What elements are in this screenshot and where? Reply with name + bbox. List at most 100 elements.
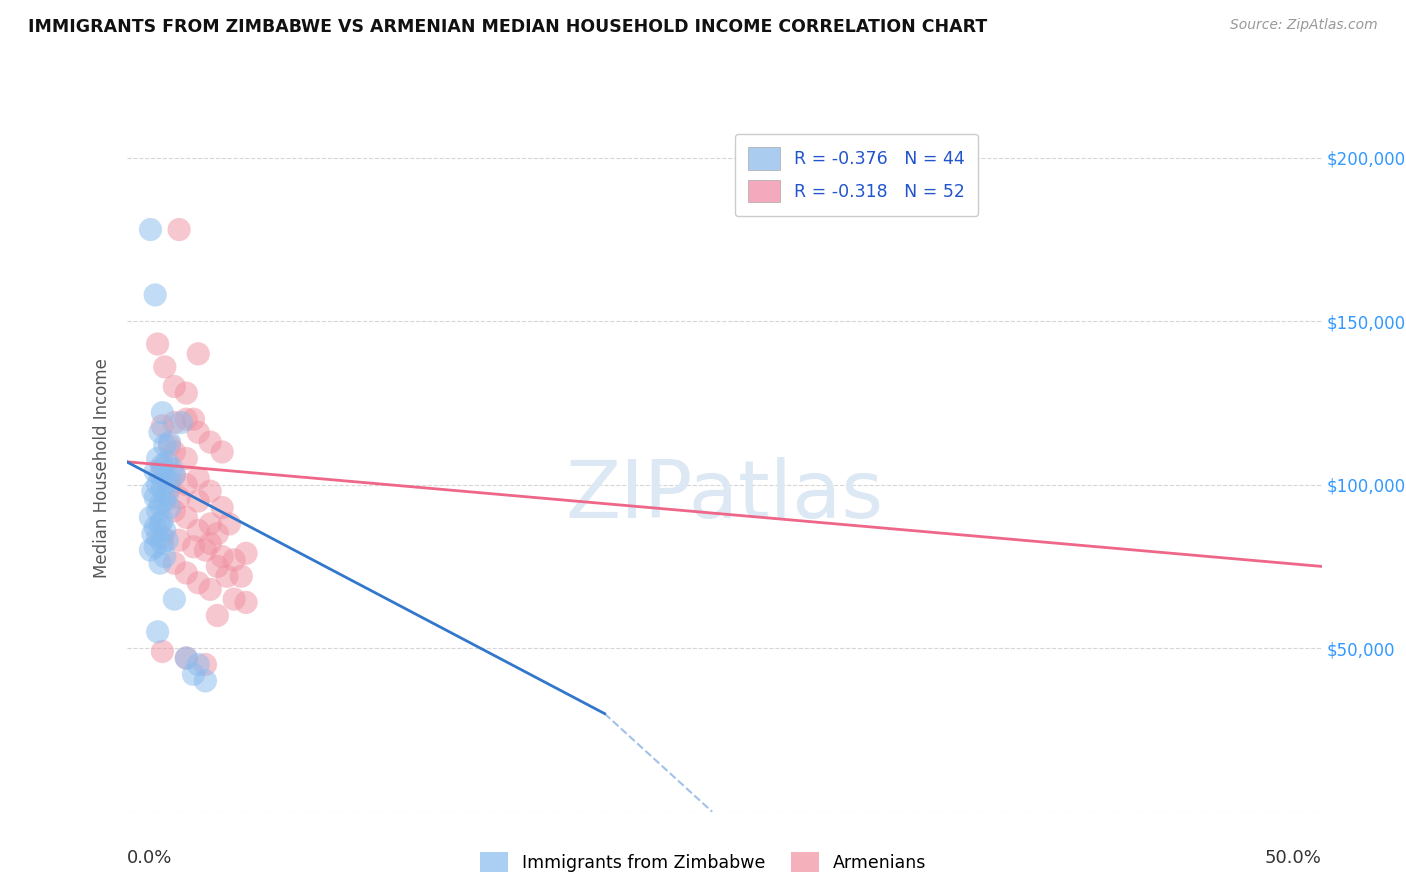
Point xyxy=(200,435,222,450)
Point xyxy=(160,461,183,475)
Point xyxy=(170,416,193,430)
Text: 0.0%: 0.0% xyxy=(127,849,172,868)
Point xyxy=(159,435,181,450)
Point xyxy=(150,461,174,475)
Point xyxy=(200,484,222,499)
Point xyxy=(167,533,190,548)
Point xyxy=(187,657,209,672)
Legend: R = -0.376   N = 44, R = -0.318   N = 52: R = -0.376 N = 44, R = -0.318 N = 52 xyxy=(734,134,979,217)
Point xyxy=(150,514,174,528)
Point xyxy=(167,491,190,505)
Point xyxy=(187,425,209,440)
Point xyxy=(159,481,181,495)
Point xyxy=(139,543,162,558)
Point xyxy=(167,222,190,236)
Point xyxy=(215,569,238,583)
Point xyxy=(235,546,257,560)
Text: IMMIGRANTS FROM ZIMBABWE VS ARMENIAN MEDIAN HOUSEHOLD INCOME CORRELATION CHART: IMMIGRANTS FROM ZIMBABWE VS ARMENIAN MED… xyxy=(28,18,987,36)
Text: Source: ZipAtlas.com: Source: ZipAtlas.com xyxy=(1230,18,1378,32)
Point xyxy=(153,438,176,452)
Point xyxy=(156,487,179,501)
Point xyxy=(207,608,229,623)
Point xyxy=(146,504,169,518)
Point xyxy=(163,467,186,482)
Point xyxy=(163,467,186,482)
Point xyxy=(200,582,222,597)
Point xyxy=(163,592,186,607)
Point xyxy=(153,359,176,374)
Point xyxy=(159,500,181,515)
Text: 50.0%: 50.0% xyxy=(1265,849,1322,868)
Point xyxy=(194,657,217,672)
Legend: Immigrants from Zimbabwe, Armenians: Immigrants from Zimbabwe, Armenians xyxy=(472,845,934,879)
Point xyxy=(150,406,174,420)
Point xyxy=(187,471,209,485)
Point xyxy=(149,516,172,531)
Point xyxy=(187,347,209,361)
Point xyxy=(174,510,197,524)
Point xyxy=(211,445,233,459)
Point xyxy=(153,494,176,508)
Point xyxy=(163,445,186,459)
Point xyxy=(183,412,205,426)
Point xyxy=(139,222,162,236)
Point xyxy=(174,477,197,491)
Point xyxy=(194,673,217,688)
Point xyxy=(187,524,209,538)
Point xyxy=(146,624,169,639)
Point xyxy=(143,540,166,554)
Point xyxy=(143,288,166,302)
Point xyxy=(174,651,197,665)
Point xyxy=(207,559,229,574)
Point xyxy=(163,379,186,393)
Point xyxy=(149,497,172,511)
Point xyxy=(163,556,186,570)
Point xyxy=(187,575,209,590)
Point xyxy=(200,516,222,531)
Text: ZIPatlas: ZIPatlas xyxy=(565,457,883,535)
Point xyxy=(150,418,174,433)
Point xyxy=(156,533,179,548)
Point xyxy=(183,667,205,681)
Point xyxy=(222,553,246,567)
Point xyxy=(174,386,197,401)
Point xyxy=(211,549,233,564)
Point xyxy=(218,516,240,531)
Point xyxy=(163,416,186,430)
Point xyxy=(150,458,174,472)
Point xyxy=(150,481,174,495)
Point xyxy=(143,520,166,534)
Point xyxy=(231,569,253,583)
Point xyxy=(183,540,205,554)
Point xyxy=(150,530,174,544)
Point xyxy=(174,451,197,466)
Point xyxy=(142,526,165,541)
Point xyxy=(159,475,181,489)
Point xyxy=(156,455,179,469)
Point xyxy=(159,438,181,452)
Point xyxy=(143,465,166,479)
Point xyxy=(174,651,197,665)
Point xyxy=(174,412,197,426)
Point xyxy=(153,549,176,564)
Point xyxy=(194,543,217,558)
Point xyxy=(146,530,169,544)
Point xyxy=(146,337,169,351)
Point xyxy=(153,524,176,538)
Point xyxy=(211,500,233,515)
Point xyxy=(142,484,165,499)
Point xyxy=(150,644,174,658)
Point xyxy=(149,467,172,482)
Point xyxy=(146,451,169,466)
Point xyxy=(149,425,172,440)
Point xyxy=(149,556,172,570)
Point xyxy=(150,536,174,550)
Point xyxy=(139,510,162,524)
Point xyxy=(163,504,186,518)
Point xyxy=(146,477,169,491)
Point xyxy=(235,595,257,609)
Point xyxy=(187,494,209,508)
Point xyxy=(153,471,176,485)
Point xyxy=(143,491,166,505)
Point xyxy=(207,526,229,541)
